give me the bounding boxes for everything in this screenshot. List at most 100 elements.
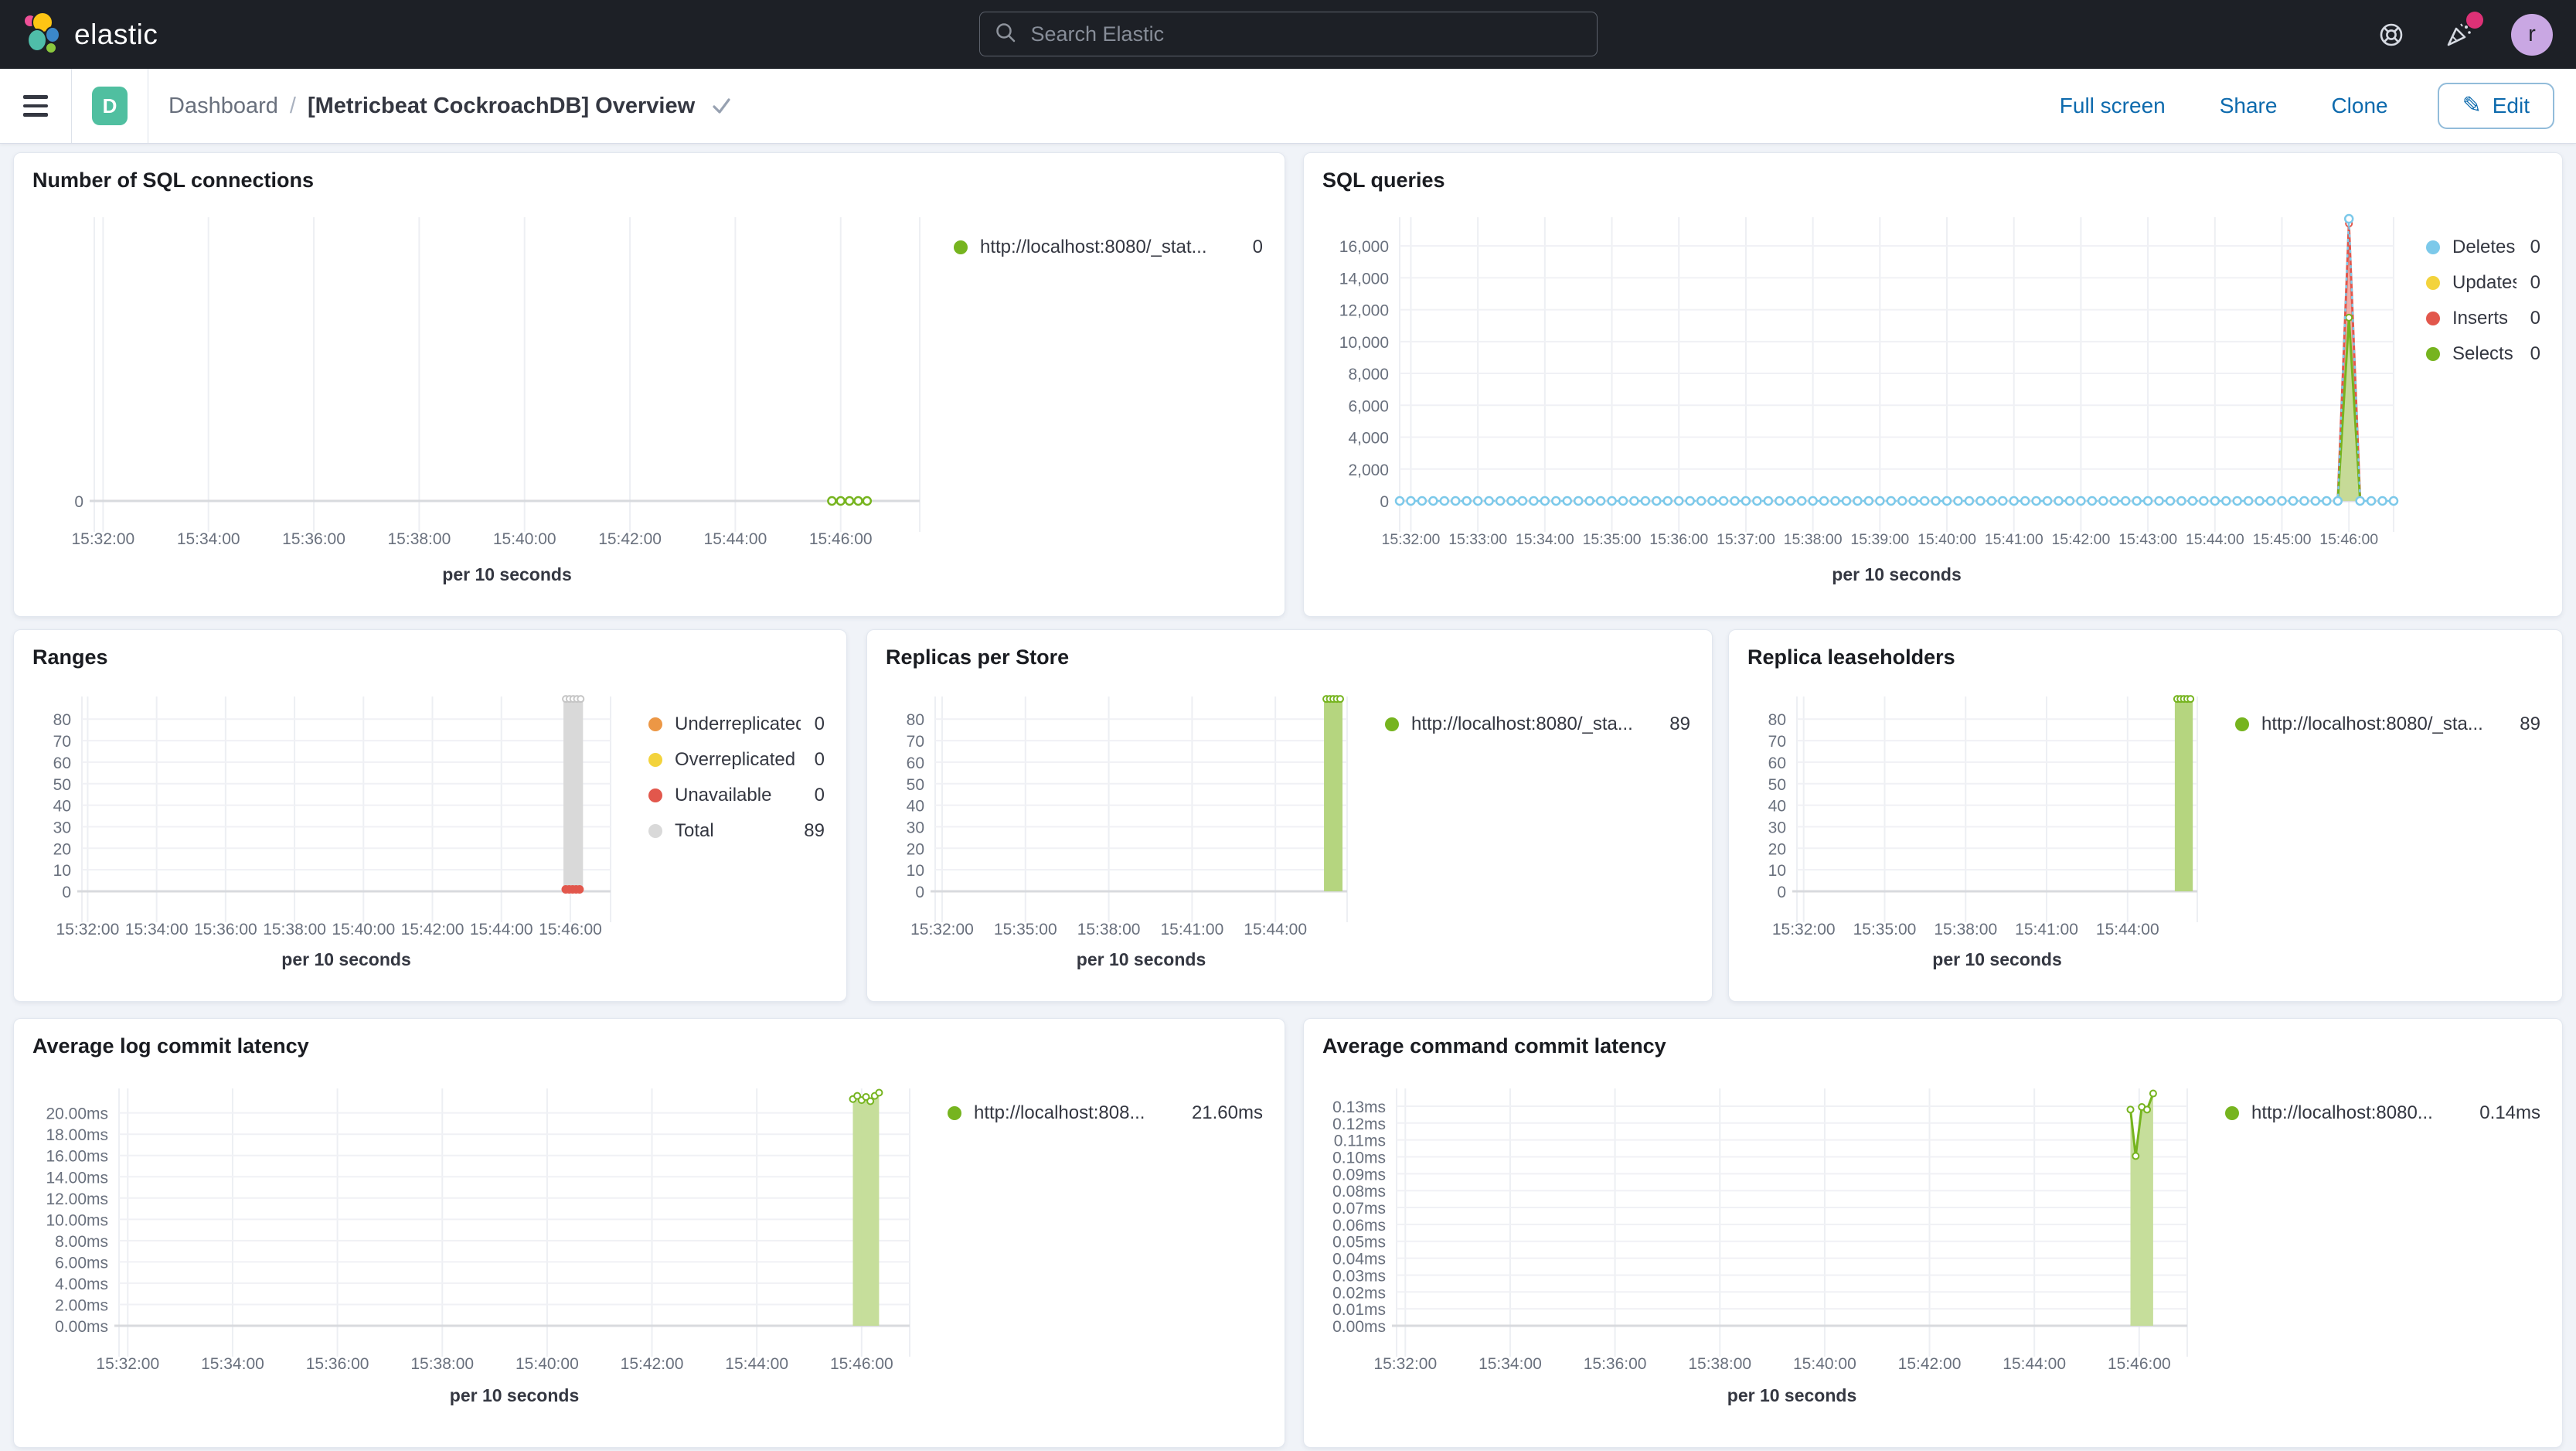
- legend-item[interactable]: http://localhost:8080/_sta... 89: [1385, 714, 1690, 735]
- x-tick-label: 15:42:00: [621, 1355, 684, 1373]
- breadcrumb: Dashboard / [Metricbeat CockroachDB] Ove…: [168, 94, 733, 119]
- chart-average-command-commit-latency[interactable]: 0.00ms0.01ms0.02ms0.03ms0.04ms0.05ms0.06…: [1322, 1063, 2207, 1429]
- y-tick-label: 70: [53, 733, 71, 751]
- breadcrumb-dashboard-link[interactable]: Dashboard: [168, 93, 278, 118]
- panel-title[interactable]: Average log commit latency: [32, 1034, 309, 1058]
- x-tick-label: 15:41:00: [1985, 531, 2043, 548]
- legend-item[interactable]: http://localhost:808... 21.60ms: [948, 1102, 1263, 1124]
- elastic-logo[interactable]: elastic: [19, 11, 158, 58]
- x-tick-label: 15:35:00: [1853, 921, 1917, 938]
- legend-item[interactable]: Selects 0: [2426, 343, 2540, 365]
- y-tick-label: 10: [1768, 862, 1786, 880]
- legend-item[interactable]: Updates 0: [2426, 272, 2540, 294]
- legend-value: 0: [2530, 272, 2540, 293]
- legend-item[interactable]: http://localhost:8080/_sta... 89: [2235, 714, 2540, 735]
- legend: http://localhost:8080/_sta... 89: [2235, 714, 2540, 749]
- title-check-icon[interactable]: [709, 94, 733, 118]
- panel-title[interactable]: Number of SQL connections: [32, 169, 315, 192]
- y-tick-label: 0.05ms: [1332, 1234, 1386, 1252]
- y-tick-label: 30: [907, 819, 924, 836]
- user-avatar[interactable]: r: [2511, 13, 2553, 56]
- x-tick-label: 15:34:00: [1479, 1355, 1542, 1373]
- y-tick-label: 20: [53, 840, 71, 858]
- help-icon: [2377, 23, 2406, 52]
- chart-number-of-sql-connections[interactable]: 0 15:32:00 15:34:00 15:36:00 15:38:00 15:40:0…: [32, 197, 935, 598]
- panel-title[interactable]: Average command commit latency: [1322, 1034, 1666, 1058]
- x-tick-label: 15:42:00: [2051, 531, 2110, 548]
- legend-label: Selects: [2452, 343, 2513, 364]
- share-button[interactable]: Share: [2215, 93, 2282, 119]
- x-tick-label: 15:41:00: [1161, 921, 1224, 938]
- dashboard-grid: Number of SQL connections 0 15:32:00 15:34:…: [0, 144, 2576, 1451]
- legend-swatch-icon: [648, 789, 662, 802]
- x-tick-label: 15:36:00: [282, 530, 345, 548]
- y-tick-label: 80: [53, 711, 71, 729]
- x-tick-label: 15:46:00: [2108, 1355, 2171, 1373]
- news-button[interactable]: [2443, 11, 2483, 53]
- legend-item[interactable]: Deletes 0: [2426, 237, 2540, 258]
- full-screen-button[interactable]: Full screen: [2055, 93, 2170, 119]
- legend-label: Underreplicated: [675, 714, 801, 734]
- elastic-logo-icon: [19, 11, 62, 58]
- legend-swatch-icon: [2426, 347, 2440, 361]
- chart-ranges[interactable]: 0 10 20 30 40 50 60 70 80 15:32:00 15:34:00 15:36:0…: [32, 674, 630, 983]
- legend-swatch-icon: [2426, 312, 2440, 325]
- menu-icon[interactable]: [0, 69, 71, 143]
- y-tick-label: 40: [53, 798, 71, 816]
- legend-item[interactable]: Underreplicated 0: [648, 714, 825, 735]
- x-tick-label: 15:46:00: [539, 921, 602, 938]
- x-tick-label: 15:35:00: [994, 921, 1057, 938]
- x-axis-title: per 10 seconds: [281, 949, 410, 969]
- help-button[interactable]: [2377, 20, 2406, 49]
- y-tick-label: 0: [62, 884, 71, 901]
- chart-replica-leaseholders[interactable]: 0 10 20 30 40 50 60 70 80 15:32:00 15:35:00 15:38:0…: [1747, 674, 2217, 983]
- y-tick-label: 0: [915, 884, 924, 901]
- panel-replicas-per-store: Replicas per Store 0 10 20 30 40 50 60 70 80 15:32…: [866, 629, 1713, 1002]
- legend-item[interactable]: http://localhost:8080/_stat... 0: [954, 237, 1263, 258]
- panel-sql-queries: SQL queries 0 2,000 4,000 6,000 8,000 10,000 12…: [1303, 152, 2563, 617]
- legend-swatch-icon: [948, 1106, 961, 1120]
- panel-number-of-sql-connections: Number of SQL connections 0 15:32:00 15:34:…: [13, 152, 1285, 617]
- legend-value: 89: [2520, 714, 2540, 734]
- x-tick-label: 15:38:00: [263, 921, 326, 938]
- deployment-badge[interactable]: D: [92, 87, 128, 125]
- edit-button[interactable]: ✎ Edit: [2437, 83, 2554, 129]
- legend-label: http://localhost:808...: [974, 1102, 1145, 1123]
- x-tick-label: 15:46:00: [2319, 531, 2378, 548]
- y-tick-label: 0.02ms: [1332, 1284, 1386, 1302]
- dashboard-actions: Full screen Share Clone ✎ Edit: [2055, 83, 2554, 129]
- legend-item[interactable]: Unavailable 0: [648, 785, 825, 806]
- legend-item[interactable]: http://localhost:8080... 0.14ms: [2225, 1102, 2540, 1124]
- legend-label: http://localhost:8080/_stat...: [980, 237, 1207, 257]
- panel-title[interactable]: Replica leaseholders: [1747, 645, 1955, 669]
- y-tick-label: 0.13ms: [1332, 1098, 1386, 1116]
- x-tick-label: 15:32:00: [910, 921, 974, 938]
- legend-item[interactable]: Inserts 0: [2426, 308, 2540, 329]
- y-tick-label: 8.00ms: [55, 1233, 108, 1251]
- y-tick-label: 0: [1777, 884, 1786, 901]
- x-tick-label: 15:38:00: [1784, 531, 1843, 548]
- panel-title[interactable]: Replicas per Store: [886, 645, 1070, 669]
- x-tick-label: 15:38:00: [410, 1355, 474, 1373]
- chart-sql-queries[interactable]: 0 2,000 4,000 6,000 8,000 10,000 12,000 14,000 1…: [1322, 197, 2408, 598]
- clone-button[interactable]: Clone: [2326, 93, 2392, 119]
- search-input[interactable]: [1029, 21, 1583, 47]
- legend-label: http://localhost:8080...: [2251, 1102, 2433, 1123]
- x-tick-label: 15:44:00: [2096, 921, 2159, 938]
- panel-title[interactable]: SQL queries: [1322, 169, 1445, 192]
- y-tick-label: 50: [907, 776, 924, 794]
- panel-title[interactable]: Ranges: [32, 645, 108, 669]
- chart-replicas-per-store[interactable]: 0 10 20 30 40 50 60 70 80 15:32:00 15:35:00 15:38:0…: [886, 674, 1366, 983]
- legend-item[interactable]: Overreplicated 0: [648, 749, 825, 771]
- page-title: [Metricbeat CockroachDB] Overview: [307, 93, 696, 118]
- x-tick-label: 15:44:00: [725, 1355, 788, 1373]
- y-tick-label: 20: [907, 840, 924, 858]
- legend-label: http://localhost:8080/_sta...: [2261, 714, 2483, 734]
- chart-average-log-commit-latency[interactable]: 0.00ms 2.00ms 4.00ms 6.00ms 8.00ms 10.00ms 12.…: [32, 1063, 929, 1429]
- global-search[interactable]: [978, 12, 1598, 56]
- legend-item[interactable]: Total 89: [648, 820, 825, 842]
- x-tick-label: 15:40:00: [332, 921, 395, 938]
- news-icon: [2443, 22, 2474, 53]
- x-tick-label: 15:40:00: [516, 1355, 579, 1373]
- x-axis-title: per 10 seconds: [442, 564, 571, 584]
